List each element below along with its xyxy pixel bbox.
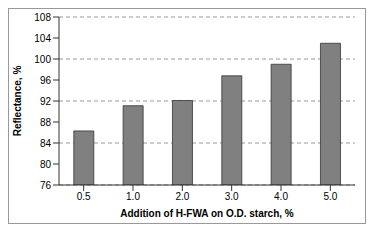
svg-text:88: 88 bbox=[40, 117, 52, 128]
svg-text:4.0: 4.0 bbox=[274, 191, 288, 202]
svg-text:92: 92 bbox=[40, 96, 52, 107]
svg-text:100: 100 bbox=[34, 54, 51, 65]
svg-text:3.0: 3.0 bbox=[225, 191, 239, 202]
svg-text:80: 80 bbox=[40, 159, 52, 170]
svg-text:1.0: 1.0 bbox=[126, 191, 140, 202]
svg-text:104: 104 bbox=[34, 33, 51, 44]
svg-text:2.0: 2.0 bbox=[175, 191, 189, 202]
svg-text:Addition of H-FWA on O.D. star: Addition of H-FWA on O.D. starch, % bbox=[120, 208, 294, 219]
svg-text:5.0: 5.0 bbox=[323, 191, 337, 202]
svg-text:84: 84 bbox=[40, 138, 52, 149]
svg-text:76: 76 bbox=[40, 180, 52, 191]
svg-text:0.5: 0.5 bbox=[77, 191, 91, 202]
svg-text:Reflectance, %: Reflectance, % bbox=[12, 66, 23, 137]
svg-text:108: 108 bbox=[34, 12, 51, 23]
svg-text:96: 96 bbox=[40, 75, 52, 86]
